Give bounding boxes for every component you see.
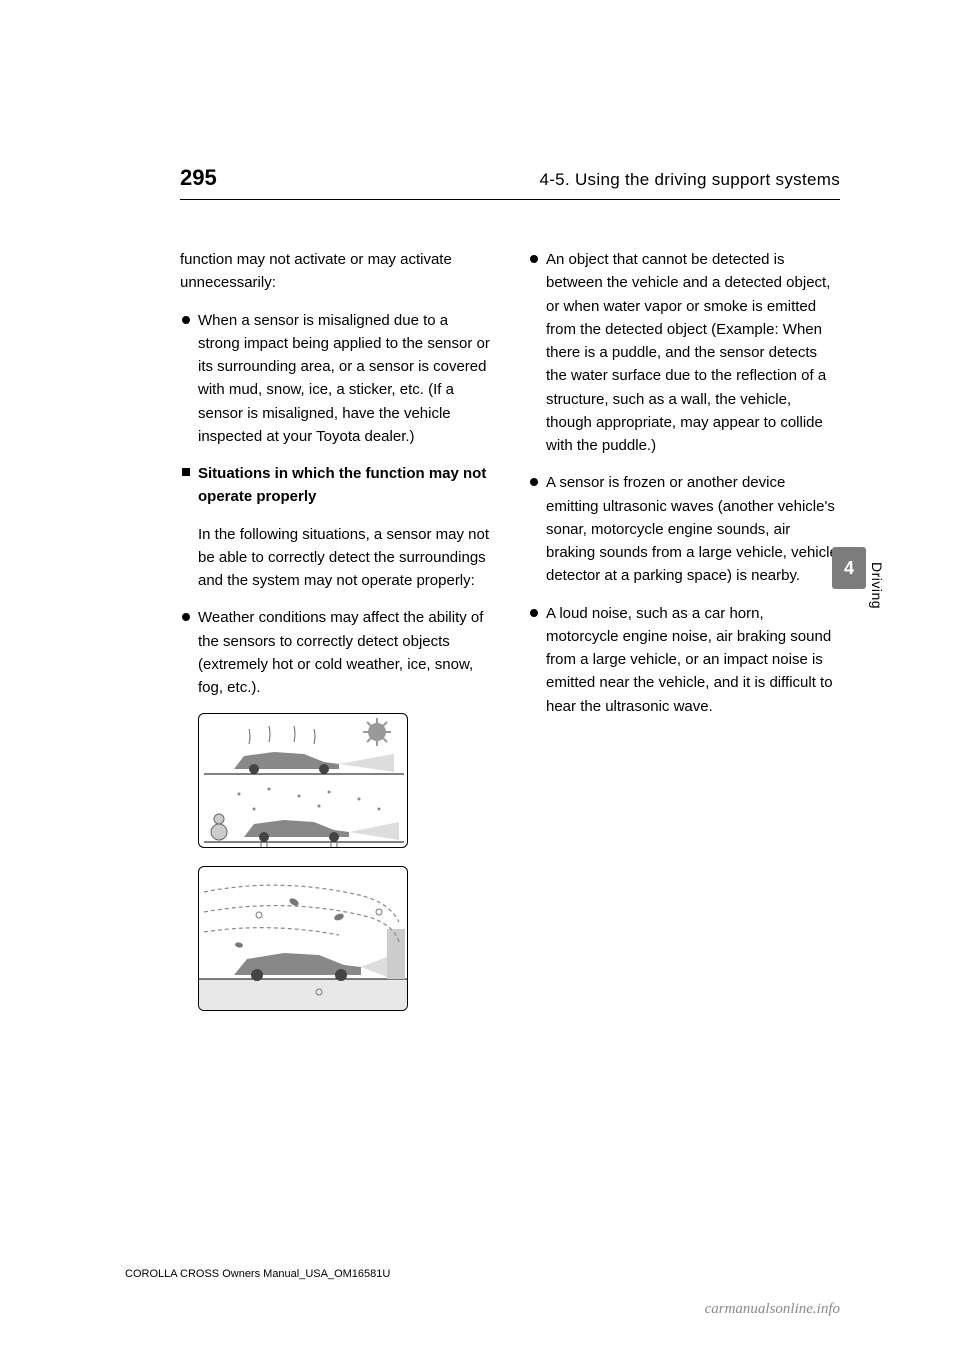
car-top-icon [234,752,339,774]
weather-illustration-icon [199,714,408,848]
content-columns: function may not activate or may activat… [180,248,840,1029]
situations-followup: In the following situations, a sensor ma… [180,523,492,593]
watermark: carmanualsonline.info [705,1301,840,1318]
bullet-noise: A loud noise, such as a car horn, motorc… [528,602,840,718]
section-title: 4-5. Using the driving support systems [539,170,840,190]
right-column: An object that cannot be detected is bet… [524,248,840,1029]
page-wrapper: 295 4-5. Using the driving support syste… [0,0,960,1089]
car-wind-icon [234,953,361,981]
bullet-vapor: An object that cannot be detected is bet… [528,248,840,457]
chapter-tab-number: 4 [844,558,854,579]
car-bottom-icon [244,820,349,842]
square-heading-situations: Situations in which the function may not… [180,462,492,509]
page-number: 295 [180,165,217,191]
left-column: function may not activate or may activat… [180,248,496,1029]
bullet-weather: Weather conditions may affect the abilit… [180,606,492,699]
wind-illustration-icon [199,867,408,1011]
chapter-tab[interactable]: 4 [832,547,866,589]
page-header: 295 4-5. Using the driving support syste… [180,165,840,191]
bullet-other-device: A sensor is frozen or another device emi… [528,471,840,587]
intro-paragraph: function may not activate or may activat… [180,248,492,295]
document-id: COROLLA CROSS Owners Manual_USA_OM16581U [125,1268,390,1280]
bullet-sensor-misaligned: When a sensor is misaligned due to a str… [180,309,492,449]
chapter-tab-label: Driving [869,562,885,609]
figure-weather [198,713,408,848]
figure-wind [198,866,408,1011]
square-heading-text: Situations in which the function may not… [198,465,486,505]
header-divider [180,199,840,200]
